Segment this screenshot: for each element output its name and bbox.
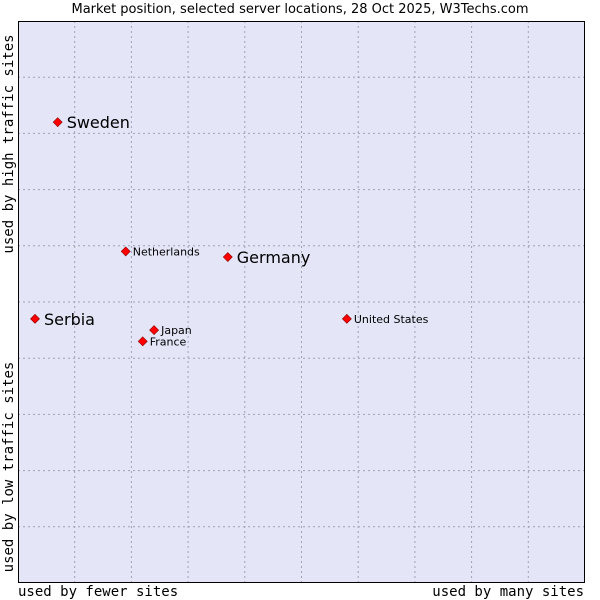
y-axis-label-top: used by high traffic sites	[1, 34, 17, 254]
point-marker	[137, 336, 148, 347]
point-netherlands: Netherlands	[120, 245, 200, 258]
point-label: United States	[354, 313, 429, 326]
point-marker	[120, 246, 131, 257]
y-axis-label-bottom: used by low traffic sites	[1, 361, 17, 573]
point-marker	[30, 313, 40, 324]
point-label: Netherlands	[133, 245, 200, 258]
point-marker	[222, 252, 233, 262]
point-united-states: United States	[341, 313, 429, 326]
plot-border	[18, 21, 585, 583]
data-points: Sweden Netherlands Germany Serbia JapanFranc…	[30, 113, 429, 348]
point-marker	[341, 313, 352, 324]
point-label: Japan	[160, 324, 192, 337]
grid-lines	[18, 21, 585, 583]
point-label: Sweden	[67, 113, 130, 132]
chart-title: Market position, selected server locatio…	[71, 2, 529, 17]
point-label: Germany	[237, 248, 311, 267]
point-marker	[149, 325, 160, 336]
point-marker	[52, 117, 63, 128]
x-axis-label-right: used by many sites	[432, 584, 584, 600]
point-serbia: Serbia	[30, 310, 95, 329]
point-france: France	[137, 335, 187, 348]
point-germany: Germany	[222, 248, 311, 267]
point-sweden: Sweden	[52, 113, 130, 132]
point-label: Serbia	[44, 310, 95, 329]
point-label: France	[150, 335, 187, 348]
point-japan: Japan	[149, 324, 192, 337]
x-axis-label-left: used by fewer sites	[18, 584, 179, 600]
